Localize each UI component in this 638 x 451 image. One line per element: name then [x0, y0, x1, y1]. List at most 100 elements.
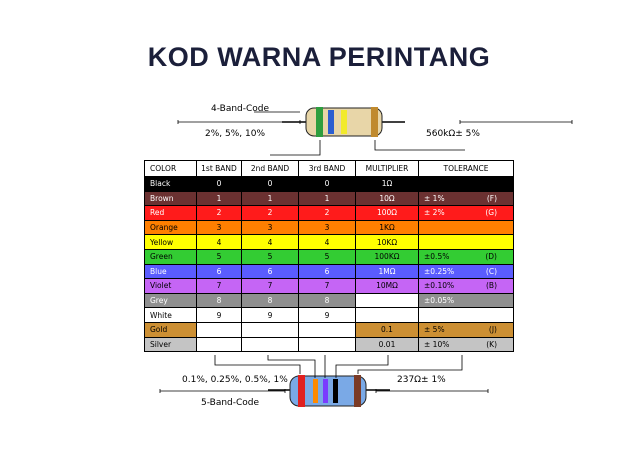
tolerance-value: ±0.25%	[424, 266, 455, 276]
tolerance-code: (B)	[486, 281, 497, 291]
table-row: Black 0 0 0 1Ω	[144, 176, 514, 192]
header-band-1: 1st BAND	[196, 160, 242, 177]
five-band-resistor	[159, 355, 489, 407]
four-band-tolerance-options: 2%, 5%, 10%	[205, 129, 266, 139]
header-color: COLOR	[144, 160, 197, 177]
table-row: Grey 8 8 8 ±0.05%	[144, 292, 514, 309]
table-row: Orange 3 3 3 1KΩ	[144, 219, 514, 236]
color-name-cell: Grey	[144, 292, 197, 309]
five-band-example: 237Ω± 1%	[397, 375, 446, 385]
four-band-label: 4-Band-Code	[211, 104, 270, 114]
band-2-cell	[241, 321, 299, 338]
multiplier-cell: 10Ω	[355, 190, 419, 207]
band-1-cell: 1	[196, 190, 242, 207]
band-1-cell	[196, 321, 242, 338]
band-3-cell	[298, 336, 356, 353]
band-3-cell: 3	[298, 219, 356, 236]
color-name-cell: Brown	[144, 190, 197, 207]
tolerance-value: ± 5%	[424, 325, 445, 335]
tolerance-cell	[418, 219, 514, 236]
table-row: Brown 1 1 1 10Ω ± 1% (F)	[144, 190, 514, 207]
tolerance-wrap: ±0.05%	[424, 294, 513, 307]
band-1-cell: 9	[196, 307, 242, 323]
band-1-cell: 4	[196, 234, 242, 250]
header-multiplier: MULTIPLIER	[355, 160, 419, 177]
table-row: Red 2 2 2 100Ω ± 2% (G)	[144, 205, 514, 221]
tolerance-wrap: ±0.5% (D)	[424, 250, 513, 263]
tolerance-code: (G)	[485, 208, 497, 218]
color-name-cell: Yellow	[144, 234, 197, 250]
tolerance-cell: ± 1% (F)	[418, 190, 514, 207]
band-2-cell: 0	[241, 176, 299, 192]
color-code-table: COLOR 1st BAND 2nd BAND 3rd BAND MULTIPL…	[144, 160, 514, 353]
tolerance-wrap: ±0.25% (C)	[424, 265, 513, 278]
tolerance-wrap: ± 10% (K)	[424, 338, 513, 351]
tolerance-wrap: ± 2% (G)	[424, 206, 513, 219]
band-3-cell: 7	[298, 278, 356, 294]
multiplier-cell: 10MΩ	[355, 278, 419, 294]
band-3	[323, 379, 328, 403]
tolerance-cell	[418, 307, 514, 323]
tolerance-code: (F)	[486, 193, 497, 203]
color-name-cell: Violet	[144, 278, 197, 294]
page-title: KOD WARNA PERINTANG	[147, 42, 491, 72]
table-row: Blue 6 6 6 1MΩ ±0.25% (C)	[144, 263, 514, 280]
tolerance-cell	[418, 176, 514, 192]
multiplier-cell: 10KΩ	[355, 234, 419, 250]
band-2	[328, 110, 334, 134]
tolerance-wrap: ± 1% (F)	[424, 192, 513, 205]
band-3-cell	[298, 321, 356, 338]
multiplier-cell: 0.1	[355, 321, 419, 338]
multiplier-cell: 100KΩ	[355, 248, 419, 265]
four-band-resistor	[177, 107, 573, 156]
color-name-cell: Orange	[144, 219, 197, 236]
band-2	[313, 379, 318, 403]
band-2-cell: 4	[241, 234, 299, 250]
tolerance-value: ± 2%	[424, 208, 445, 218]
five-band-label: 5-Band-Code	[201, 398, 260, 408]
band-2-cell: 6	[241, 263, 299, 280]
header-tolerance: TOLERANCE	[418, 160, 514, 177]
table-row: Gold 0.1 ± 5% (J)	[144, 321, 514, 338]
four-band-example: 560kΩ± 5%	[426, 129, 480, 139]
tolerance-wrap: ±0.10% (B)	[424, 279, 513, 292]
five-band-tolerance-options: 0.1%, 0.25%, 0.5%, 1%	[182, 375, 288, 385]
band-1-cell: 0	[196, 176, 242, 192]
band-1	[298, 375, 305, 407]
band-4	[333, 379, 338, 403]
band-3	[341, 110, 347, 134]
tolerance-code: (K)	[486, 339, 497, 349]
tolerance-value: ±0.05%	[424, 296, 455, 306]
tolerance-value: ± 1%	[424, 193, 445, 203]
band-3-cell: 8	[298, 292, 356, 309]
multiplier-cell: 1Ω	[355, 176, 419, 192]
tolerance-value: ± 10%	[424, 339, 450, 349]
color-name-cell: Blue	[144, 263, 197, 280]
band-1-cell: 6	[196, 263, 242, 280]
color-name-cell: Silver	[144, 336, 197, 353]
band-1-cell: 8	[196, 292, 242, 309]
band-2-cell: 2	[241, 205, 299, 221]
table-row: Silver 0.01 ± 10% (K)	[144, 336, 514, 353]
band-2-cell: 3	[241, 219, 299, 236]
table-row: Green 5 5 5 100KΩ ±0.5% (D)	[144, 248, 514, 265]
header-band-3: 3rd BAND	[298, 160, 356, 177]
tolerance-cell: ± 10% (K)	[418, 336, 514, 353]
band-2-cell: 8	[241, 292, 299, 309]
band-3-cell: 6	[298, 263, 356, 280]
header-band-2: 2nd BAND	[241, 160, 299, 177]
multiplier-cell: 100Ω	[355, 205, 419, 221]
tolerance-cell: ±0.05%	[418, 292, 514, 309]
color-name-cell: Green	[144, 248, 197, 265]
band-2-cell: 9	[241, 307, 299, 323]
tolerance-cell: ±0.10% (B)	[418, 278, 514, 294]
tolerance-cell: ±0.25% (C)	[418, 263, 514, 280]
tolerance-wrap: ± 5% (J)	[424, 323, 513, 336]
table-header: COLOR 1st BAND 2nd BAND 3rd BAND MULTIPL…	[144, 160, 514, 177]
band-3-cell: 4	[298, 234, 356, 250]
band-1-cell: 3	[196, 219, 242, 236]
tolerance-code: (D)	[485, 252, 497, 262]
band-5	[354, 375, 361, 407]
tolerance-value: ±0.5%	[424, 252, 450, 262]
